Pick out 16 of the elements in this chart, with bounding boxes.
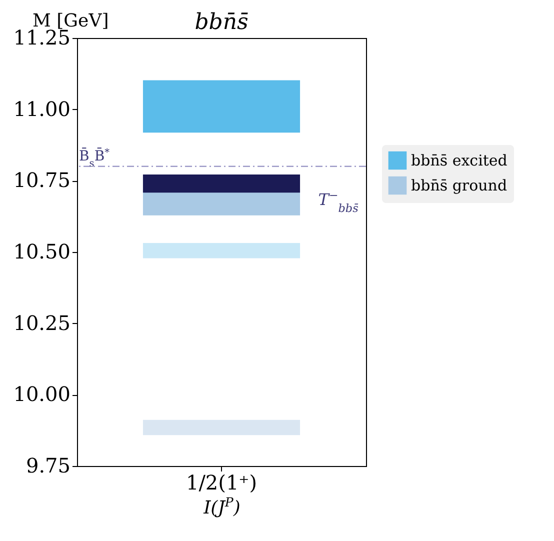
chart-title: bbn̄s̄	[194, 10, 248, 35]
y-tick-label: 10.50	[13, 240, 70, 264]
y-tick-label: 9.75	[26, 454, 70, 478]
legend-label: bbn̄s̄ excited	[411, 152, 508, 170]
bar	[142, 174, 300, 193]
ref-line-label: B̄$_{s}$B̄$^{*}$	[79, 146, 110, 169]
bar	[142, 80, 300, 133]
y-tick-label: 10.00	[13, 382, 70, 406]
x-tick-label: 1/2(1⁺)	[186, 470, 258, 494]
legend-label: bbn̄s̄ ground	[411, 176, 508, 194]
bar	[142, 242, 300, 258]
bar	[142, 420, 300, 436]
x-axis-title: I(J$^{P}$)	[202, 494, 240, 518]
y-tick-label: 11.00	[13, 96, 70, 121]
y-tick-label: 10.25	[13, 310, 70, 335]
y-tick-label: 10.75	[13, 168, 70, 192]
